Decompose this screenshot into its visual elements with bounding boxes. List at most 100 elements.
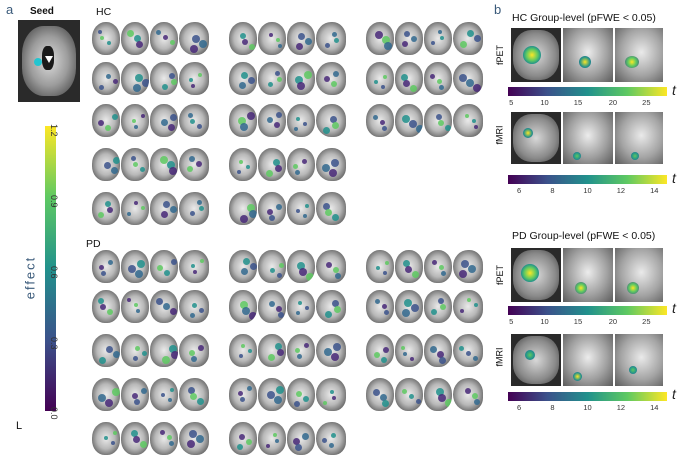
hc-group-title: HC Group-level (pFWE < 0.05) bbox=[512, 12, 656, 24]
subject-montage bbox=[92, 250, 209, 283]
brain-slice bbox=[150, 22, 178, 55]
brain-slice bbox=[366, 334, 394, 367]
brain-slice bbox=[92, 22, 120, 55]
brain-slice bbox=[229, 378, 257, 411]
brain-slice bbox=[316, 104, 346, 137]
brain-slice bbox=[395, 334, 423, 367]
brain-slice bbox=[258, 192, 286, 225]
brain-slice bbox=[150, 104, 178, 137]
subject-montage bbox=[366, 290, 483, 323]
hc-fmri-ticks: 6 8 10 12 14 bbox=[508, 186, 667, 196]
subject-montage bbox=[92, 104, 209, 137]
brain-slice bbox=[258, 22, 286, 55]
brain-slice bbox=[92, 290, 120, 323]
brain-slice bbox=[150, 62, 178, 95]
tick: 5 bbox=[509, 317, 514, 326]
tick: 20 bbox=[608, 317, 618, 326]
brain-slice bbox=[150, 378, 178, 411]
seed-marker bbox=[34, 58, 42, 66]
tick: 14 bbox=[650, 186, 659, 195]
brain-slice bbox=[366, 290, 394, 323]
pd-fmri-colorbar bbox=[508, 392, 667, 401]
brain-slice bbox=[121, 334, 149, 367]
tick: 14 bbox=[650, 403, 659, 412]
t-symbol: t bbox=[672, 82, 676, 98]
hc-fmri-axial bbox=[511, 112, 561, 164]
brain-slice bbox=[92, 148, 120, 181]
brain-slice bbox=[453, 334, 483, 367]
brain-slice bbox=[258, 378, 286, 411]
tick: 15 bbox=[573, 317, 583, 326]
brain-slice bbox=[121, 62, 149, 95]
brain-slice bbox=[121, 290, 149, 323]
subject-montage bbox=[92, 422, 209, 455]
tick: 20 bbox=[608, 98, 618, 107]
pd-fmri-label: fMRI bbox=[494, 347, 505, 367]
tick: 10 bbox=[583, 186, 592, 195]
brain-slice bbox=[287, 422, 315, 455]
subject-montage bbox=[366, 378, 483, 411]
brain-slice bbox=[424, 378, 452, 411]
subject-montage bbox=[92, 148, 209, 181]
subject-montage bbox=[92, 62, 209, 95]
subject-montage bbox=[366, 250, 483, 283]
tick: 25 bbox=[642, 98, 651, 107]
effect-label: effect bbox=[22, 255, 38, 300]
pd-fpet-coronal bbox=[563, 248, 613, 302]
pd-fmri-sagittal bbox=[615, 334, 663, 386]
subject-montage bbox=[229, 334, 346, 367]
subject-montage bbox=[229, 378, 346, 411]
brain-slice bbox=[121, 422, 149, 455]
colorbar-tick: 0.0 bbox=[49, 407, 59, 420]
brain-slice bbox=[316, 250, 346, 283]
tick: 8 bbox=[550, 186, 555, 195]
tick: 8 bbox=[550, 403, 555, 412]
brain-slice bbox=[150, 334, 178, 367]
pd-label: PD bbox=[86, 238, 101, 250]
subject-montage bbox=[366, 62, 483, 95]
subject-montage bbox=[92, 290, 209, 323]
brain-slice bbox=[316, 192, 346, 225]
brain-slice bbox=[316, 22, 346, 55]
pd-fpet-axial bbox=[511, 248, 561, 302]
subject-montage bbox=[366, 334, 483, 367]
brain-slice bbox=[229, 334, 257, 367]
brain-slice bbox=[287, 22, 315, 55]
brain-slice bbox=[395, 250, 423, 283]
pd-fmri-axial bbox=[511, 334, 561, 386]
subject-montage bbox=[92, 334, 209, 367]
brain-slice bbox=[229, 290, 257, 323]
brain-slice bbox=[92, 334, 120, 367]
hc-fpet-colorbar bbox=[508, 87, 667, 96]
brain-slice bbox=[150, 290, 178, 323]
t-symbol: t bbox=[672, 300, 676, 316]
brain-slice bbox=[150, 148, 178, 181]
brain-slice bbox=[287, 148, 315, 181]
brain-slice bbox=[453, 290, 483, 323]
brain-slice bbox=[424, 104, 452, 137]
brain-slice bbox=[453, 378, 483, 411]
effect-colorbar bbox=[45, 126, 56, 411]
brain-slice bbox=[316, 148, 346, 181]
brain-slice bbox=[316, 422, 346, 455]
brain-slice bbox=[395, 290, 423, 323]
brain-slice bbox=[150, 192, 178, 225]
brain-slice bbox=[121, 22, 149, 55]
brain-slice bbox=[366, 250, 394, 283]
hemisphere-label: L bbox=[16, 420, 23, 432]
colorbar-tick: 0.6 bbox=[49, 266, 59, 279]
brain-slice bbox=[366, 378, 394, 411]
pd-fmri-coronal bbox=[563, 334, 613, 386]
hc-fpet-ticks: 5 10 15 20 25 bbox=[508, 98, 667, 108]
colorbar-tick: 1.2 bbox=[49, 124, 59, 137]
subject-montage bbox=[92, 192, 209, 225]
brain-slice bbox=[179, 192, 209, 225]
brain-slice bbox=[258, 148, 286, 181]
tick: 5 bbox=[509, 98, 514, 107]
brain-slice bbox=[92, 378, 120, 411]
brain-slice bbox=[229, 422, 257, 455]
brain-slice bbox=[395, 378, 423, 411]
tick: 10 bbox=[540, 98, 549, 107]
brain-slice bbox=[453, 22, 483, 55]
brain-slice bbox=[121, 104, 149, 137]
